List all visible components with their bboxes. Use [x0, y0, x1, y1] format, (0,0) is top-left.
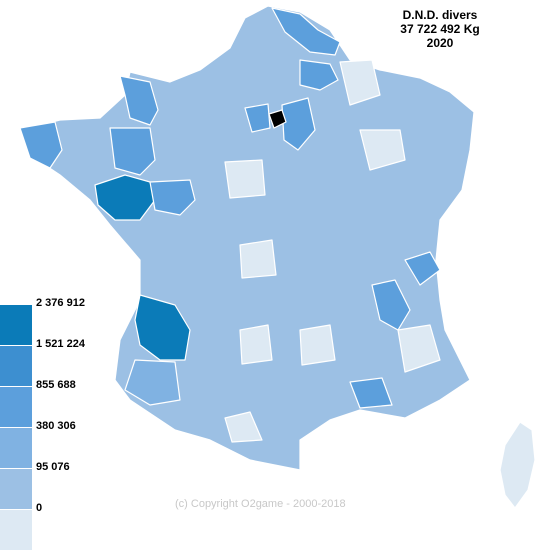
legend-item: 0: [0, 502, 120, 550]
dept-bouches-du-rhone: [349, 377, 393, 409]
legend-label: 95 076: [36, 461, 70, 473]
dept-finistere: [19, 121, 63, 169]
copyright-text: (c) Copyright O2game - 2000-2018: [175, 498, 346, 510]
dept-aisne: [299, 59, 339, 91]
dept-haute-savoie: [404, 251, 441, 286]
legend-swatch: [0, 304, 32, 345]
legend-item: 2 376 912: [0, 297, 120, 345]
dept-manche: [119, 75, 159, 126]
legend-label: 0: [36, 502, 43, 514]
dept-landes: [124, 359, 181, 406]
legend-swatch: [0, 427, 32, 468]
legend-label: 2 376 912: [36, 297, 85, 309]
map-title-block: D.N.D. divers 37 722 492 Kg 2020: [370, 8, 510, 50]
france-mainland: [19, 5, 475, 471]
france-map-svg: [19, 5, 536, 509]
legend-label: 380 306: [36, 420, 76, 432]
dept-ariege: [224, 411, 263, 443]
dept-seine-et-marne: [281, 97, 316, 151]
map-title: D.N.D. divers: [402, 8, 478, 22]
dept-cantal: [239, 324, 273, 365]
legend-label: 855 688: [36, 379, 76, 391]
dept-loiret: [224, 159, 266, 199]
dept-marne: [339, 59, 381, 106]
dept-isere: [371, 279, 411, 331]
dept-ille-et-vilaine: [109, 127, 156, 176]
legend-swatch: [0, 468, 32, 509]
legend-item: 1 521 224: [0, 338, 120, 386]
legend-item: 380 306: [0, 420, 120, 468]
dept-gironde: [134, 294, 191, 361]
dept-yvelines: [244, 103, 271, 133]
dept-loire-atlantique: [94, 174, 156, 221]
map-total: 37 722 492 Kg: [400, 22, 480, 36]
corsica: [499, 421, 536, 509]
dept-hautes-alpes: [397, 324, 441, 373]
dept-cher: [239, 239, 277, 279]
legend-swatch: [0, 509, 32, 550]
map-legend: 2 376 912 1 521 224 855 688 380 306 95 076 0: [0, 297, 120, 550]
choropleth-map: D.N.D. divers 37 722 492 Kg 2020 2 376 9…: [0, 5, 536, 550]
dept-nord: [271, 7, 341, 56]
dept-lozere: [299, 324, 336, 366]
dept-paris: [268, 109, 287, 129]
legend-item: 95 076: [0, 461, 120, 509]
legend-item: 855 688: [0, 379, 120, 427]
legend-label: 1 521 224: [36, 338, 85, 350]
legend-swatch: [0, 386, 32, 427]
map-year: 2020: [426, 36, 454, 50]
legend-swatch: [0, 345, 32, 386]
dept-maine-et-loire: [149, 179, 196, 216]
dept-aube: [359, 129, 406, 171]
